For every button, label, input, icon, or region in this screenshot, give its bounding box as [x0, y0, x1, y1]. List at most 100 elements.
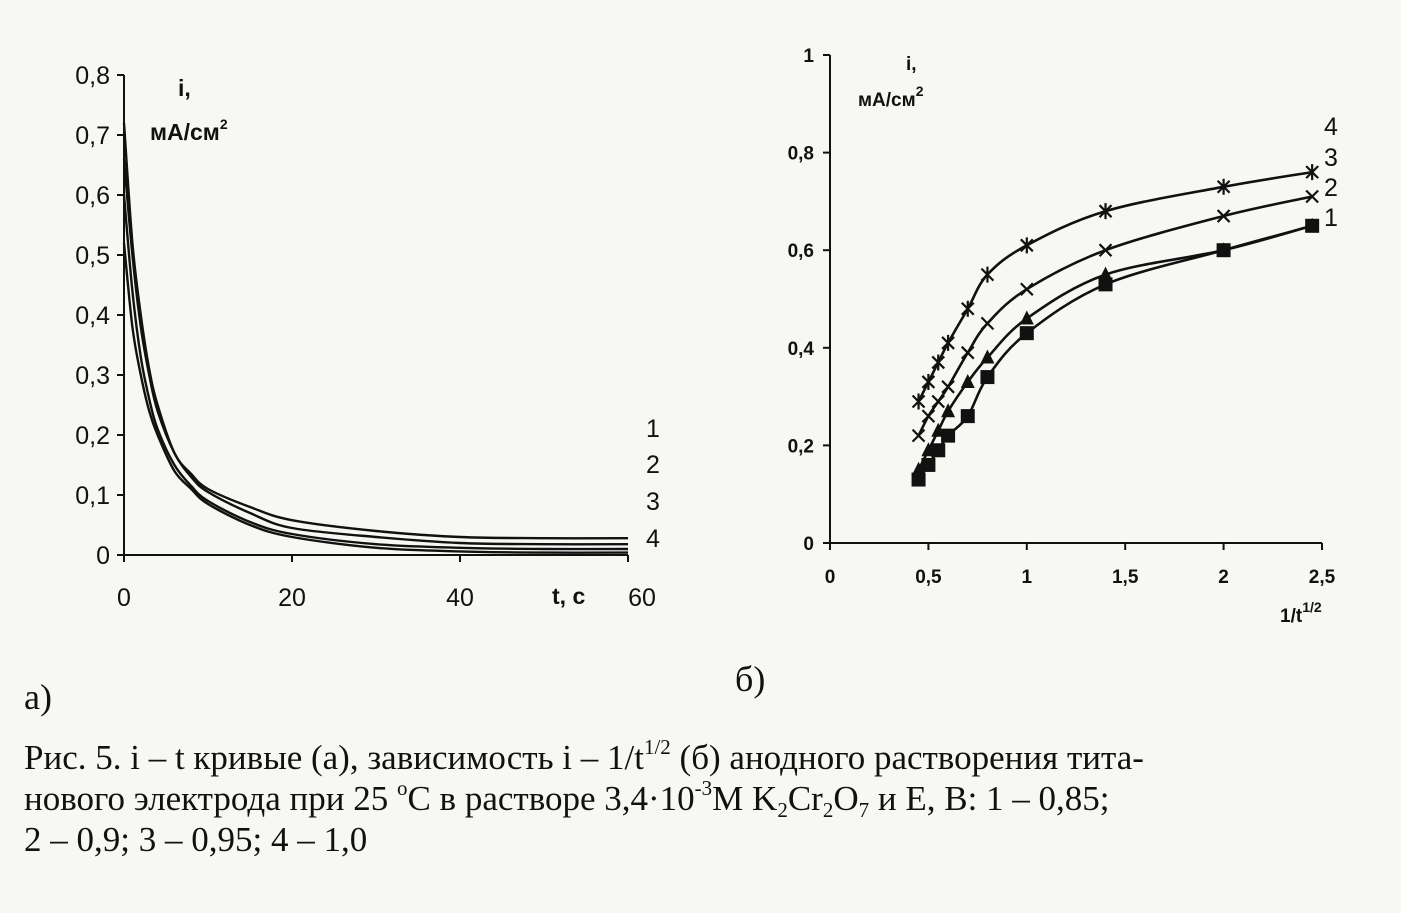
chart-a-ylabel-line1: i,	[178, 75, 191, 101]
chart-b-series-1-point	[941, 428, 956, 443]
chart-b: i, мА/см2 1/t1/2 00,20,40,60,810 0,5 1 1,5 2…	[788, 46, 1338, 627]
chart-a-x-tick-label: 40	[446, 584, 474, 612]
chart-a-series-4-line	[122, 122, 629, 540]
chart-a-y-tick-label: 0,7	[75, 122, 110, 150]
caption-sub: 7	[858, 798, 870, 822]
chart-b-series-3-point	[931, 394, 946, 409]
chart-b-series-1-point	[931, 443, 946, 458]
chart-b-series-2-point	[1098, 266, 1113, 281]
caption-line-2: нового электрода при 25 oС в растворе 3,…	[24, 776, 1374, 822]
panel-label-b: б)	[735, 659, 766, 699]
caption-sup: -3	[694, 776, 713, 800]
chart-b-series-4-point	[921, 373, 936, 390]
chart-b-xlabel: 1/t1/2	[1280, 599, 1322, 627]
caption-sub: 2	[822, 798, 834, 822]
chart-a-y-tick-label: 0	[96, 542, 110, 570]
chart-b-series-4-point	[941, 334, 955, 351]
chart-b-series-4-point	[980, 266, 995, 283]
chart-a: i, мА/см2 t, c 00,10,20,30,40,50,60,70,8…	[75, 62, 660, 612]
chart-b-series-1-point	[1019, 326, 1034, 341]
chart-b-y-tick-label: 0,6	[788, 241, 814, 262]
chart-b-x-tick-label: 0,5	[915, 567, 942, 588]
chart-b-series-4-point	[1216, 178, 1231, 195]
chart-b-series-2-point	[911, 461, 926, 476]
chart-a-series-label: 1	[646, 415, 660, 443]
chart-b-series-label: 4	[1324, 113, 1338, 141]
chart-a-series-label: 2	[646, 451, 660, 479]
chart-b-series-4-point	[1098, 203, 1113, 220]
chart-b-series-3-point	[980, 316, 995, 331]
chart-b-series-3-line	[917, 195, 1313, 437]
chart-b-series-2-point	[960, 373, 975, 388]
chart-b-series-3-point	[1216, 209, 1231, 223]
chart-b-series-4-point	[911, 393, 926, 410]
chart-b-ylabel-unit: мА/см	[858, 90, 916, 111]
caption-text: и Е, В: 1 – 0,85;	[869, 779, 1110, 818]
chart-a-y-tick-label: 0,1	[75, 482, 110, 510]
chart-a-xlabel: t, c	[552, 583, 585, 609]
chart-b-series-4-point	[1020, 237, 1034, 254]
chart-b-series-label: 2	[1324, 174, 1338, 202]
chart-b-series-2-point	[921, 442, 936, 457]
caption-sub: 2	[777, 798, 788, 822]
chart-b-y-tick-label: 1	[803, 46, 814, 67]
chart-b-y-tick-label: 0,4	[788, 339, 815, 360]
chart-b-series-3-point	[960, 345, 975, 360]
chart-a-x-tick-label: 20	[278, 584, 306, 612]
chart-b-series-3-point	[1305, 189, 1319, 204]
chart-a-y-tick-label: 0,2	[75, 422, 110, 450]
chart-b-series-1-point	[980, 370, 995, 385]
figure-caption: Рис. 5. i – t кривые (а), зависимость i …	[24, 737, 1374, 860]
caption-text: М K	[712, 779, 778, 818]
chart-b-x-tick-label: 2,5	[1309, 567, 1336, 588]
chart-a-ylabel-sup: 2	[220, 116, 228, 132]
caption-line-1: Рис. 5. i – t кривые (а), зависимость i …	[24, 737, 1374, 778]
chart-b-xlabel-sup: 1/2	[1302, 599, 1322, 615]
chart-b-series-3-point	[921, 409, 936, 423]
chart-b-ylabel-line2: мА/см2	[858, 83, 924, 111]
chart-b-series-2-point	[941, 403, 956, 418]
chart-b-series-2-point	[1305, 217, 1320, 232]
chart-b-series-3-point	[941, 380, 955, 394]
chart-a-series-1-line	[122, 242, 629, 554]
caption-text: нового электрода при 25	[24, 779, 397, 818]
caption-text: Cr	[787, 779, 823, 818]
chart-b-series-2-point	[931, 422, 946, 437]
chart-b-series-1-point	[1098, 277, 1113, 292]
chart-b-series-label: 1	[1324, 204, 1338, 232]
caption-text: (б) анодного растворения тита-	[670, 738, 1144, 777]
chart-b-y-tick-label: 0	[803, 534, 814, 555]
chart-b-series-1-point	[960, 409, 975, 424]
caption-sup: o	[396, 776, 408, 800]
chart-a-y-tick-label: 0,4	[75, 302, 110, 330]
chart-a-series-label: 3	[646, 488, 660, 516]
chart-b-series-2-point	[980, 349, 995, 364]
caption-text: С в растворе 3,4·10	[407, 779, 695, 818]
chart-a-ylabel-unit: мА/см	[150, 119, 220, 145]
chart-b-series-3-point	[1098, 243, 1113, 257]
chart-b-xlabel-base: 1/t	[1280, 606, 1303, 627]
chart-b-series-2-point	[1019, 310, 1034, 325]
chart-b-ylabel-sup: 2	[916, 83, 924, 99]
chart-b-series-1-point	[921, 457, 936, 472]
chart-b-y-tick-label: 0,8	[788, 144, 814, 165]
chart-a-series-label: 4	[646, 525, 660, 553]
chart-a-y-tick-label: 0,8	[75, 62, 110, 90]
chart-b-x-tick-label: 2	[1218, 567, 1229, 588]
chart-a-x-tick-label: 60	[628, 584, 656, 612]
chart-b-ylabel-line1: i,	[906, 54, 917, 75]
chart-b-series-2-line	[917, 224, 1313, 471]
chart-b-series-1-line	[917, 224, 1313, 481]
chart-a-y-tick-label: 0,6	[75, 182, 110, 210]
caption-text: O	[833, 779, 859, 818]
chart-b-series-4-point	[1305, 164, 1319, 181]
chart-b-series-2-point	[1216, 242, 1231, 257]
chart-b-series-1-point	[911, 472, 926, 487]
chart-a-series-2-line	[122, 194, 629, 551]
caption-sup: 1/2	[643, 735, 671, 759]
caption-line-3: 2 – 0,9; 3 – 0,95; 4 – 1,0	[24, 820, 368, 859]
chart-a-series-3-line	[122, 158, 629, 546]
chart-a-y-tick-label: 0,5	[75, 242, 110, 270]
chart-b-x-tick-label: 1,5	[1112, 567, 1139, 588]
